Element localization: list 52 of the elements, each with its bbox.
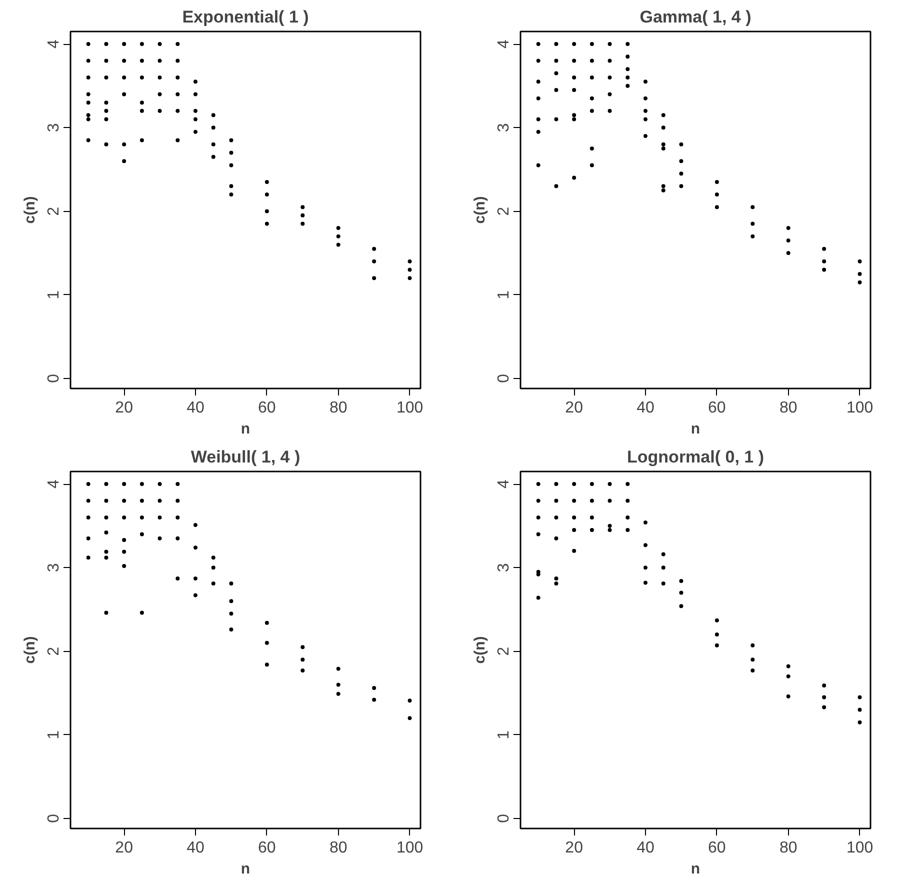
x-tick-label: 100 [846, 400, 874, 416]
x-tick-label: 60 [708, 840, 726, 856]
chart-title: Exponential( 1 ) [182, 8, 309, 26]
y-tick-label: 0 [46, 814, 62, 823]
y-tick-label: 2 [46, 646, 62, 656]
y-tick-label: 3 [46, 123, 62, 132]
x-tick-label: 100 [846, 840, 874, 856]
x-tick-label: 60 [258, 400, 276, 416]
chart-title: Lognormal( 0, 1 ) [627, 448, 764, 466]
x-axis-title: n [690, 420, 700, 438]
y-tick-label: 2 [496, 646, 512, 656]
y-tick-label: 3 [496, 563, 512, 572]
chart-title: Weibull( 1, 4 ) [190, 448, 300, 466]
x-tick-label: 80 [329, 400, 348, 416]
x-tick-label: 20 [115, 840, 134, 856]
y-tick-label: 4 [46, 39, 62, 48]
y-tick-label: 1 [496, 730, 512, 740]
x-tick-label: 100 [396, 840, 424, 856]
y-axis-title: c(n) [22, 196, 38, 224]
x-tick-label: 60 [708, 400, 726, 416]
y-tick-label: 1 [46, 730, 62, 740]
x-tick-label: 80 [779, 400, 798, 416]
x-tick-label: 20 [115, 400, 134, 416]
y-tick-label: 0 [496, 374, 512, 383]
chart-title: Gamma( 1, 4 ) [640, 8, 752, 26]
y-axis-title: c(n) [472, 636, 488, 664]
y-tick-label: 4 [496, 479, 512, 488]
x-tick-label: 40 [186, 840, 204, 856]
y-tick-label: 4 [46, 479, 62, 488]
y-axis-title: c(n) [472, 196, 488, 224]
y-tick-label: 1 [46, 290, 62, 300]
x-tick-label: 80 [329, 840, 348, 856]
x-tick-label: 100 [396, 400, 424, 416]
x-tick-label: 40 [186, 400, 204, 416]
x-axis-title: n [240, 860, 250, 878]
y-tick-label: 2 [496, 206, 512, 216]
x-tick-label: 20 [565, 840, 584, 856]
y-tick-label: 2 [46, 206, 62, 216]
x-tick-label: 60 [258, 840, 276, 856]
x-tick-label: 20 [565, 400, 584, 416]
x-tick-label: 40 [636, 400, 654, 416]
y-tick-label: 3 [496, 123, 512, 132]
y-tick-label: 4 [496, 39, 512, 48]
x-axis-title: n [690, 860, 700, 878]
x-tick-label: 80 [779, 840, 798, 856]
y-tick-label: 0 [46, 374, 62, 383]
x-axis-title: n [240, 420, 250, 438]
y-axis-title: c(n) [22, 636, 38, 664]
y-tick-label: 3 [46, 563, 62, 572]
y-tick-label: 0 [496, 814, 512, 823]
x-tick-label: 40 [636, 840, 654, 856]
y-tick-label: 1 [496, 290, 512, 300]
